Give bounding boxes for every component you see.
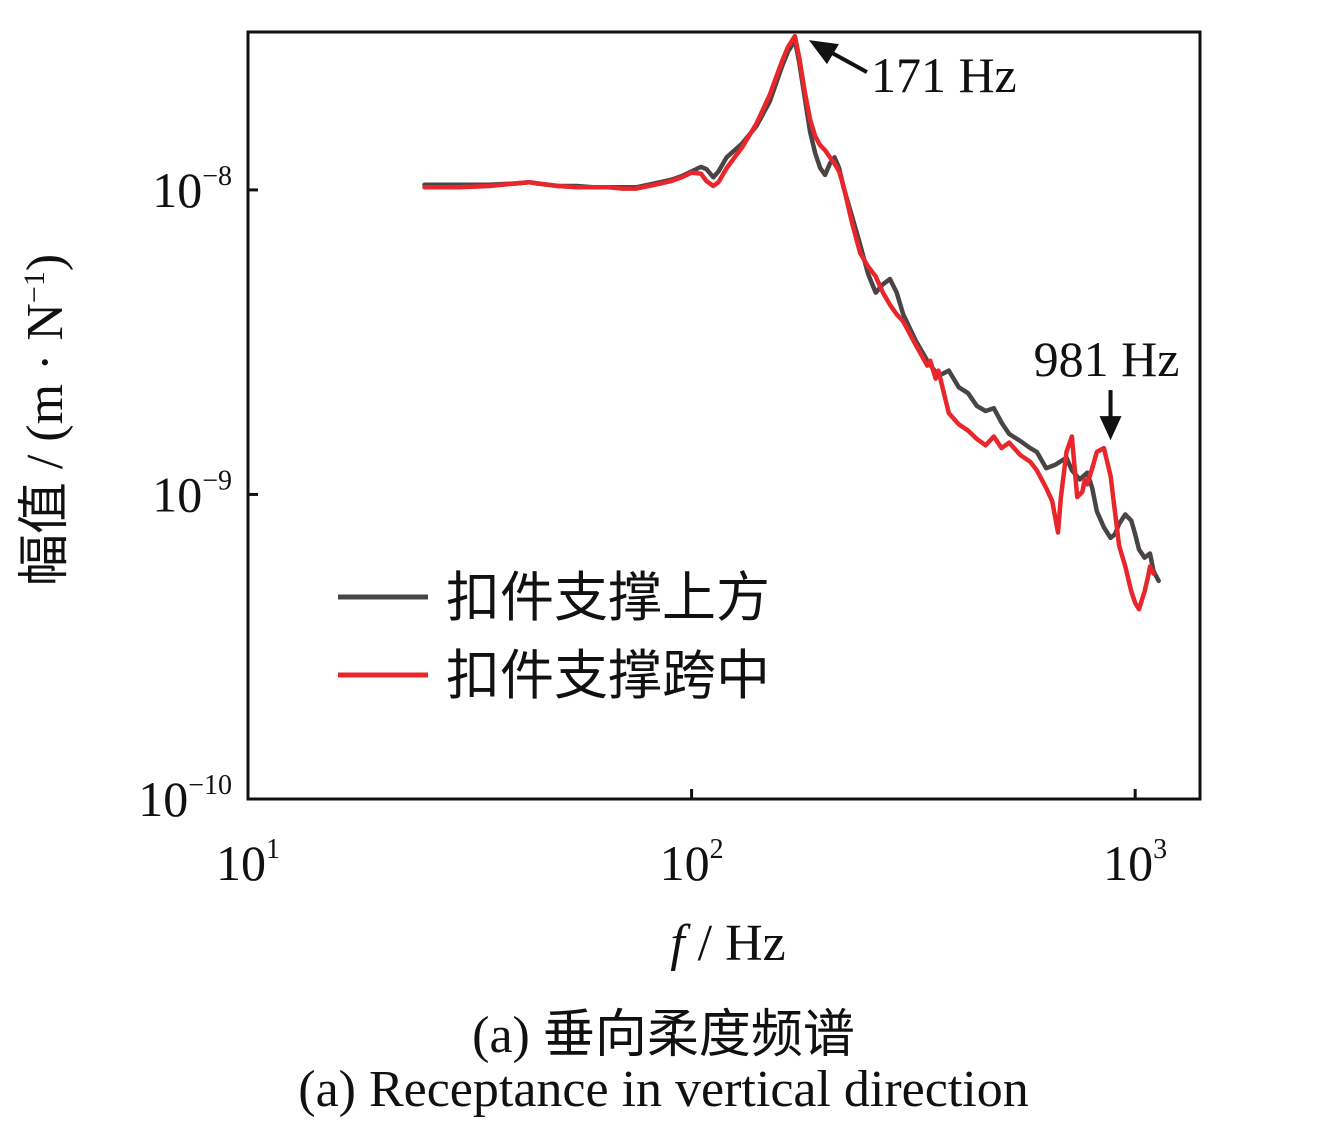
legend-label-mid: 扣件支撑跨中	[446, 646, 770, 706]
y-tick-label-0: 10−8	[152, 161, 232, 218]
series-line-mid	[422, 33, 1156, 612]
peak-171-arrow-head	[808, 40, 839, 65]
caption-english: (a) Receptance in vertical direction	[298, 1061, 1029, 1118]
receptance-chart: 101 102 103 10−8 10−9 10−10 171 Hz 981 Hz 扣件支…	[17, 30, 1202, 972]
caption-chinese: (a) 垂向柔度频谱	[472, 1007, 855, 1064]
plot-area	[422, 33, 1161, 612]
y-axis-title: 幅值 / (m · N−1)	[17, 254, 74, 586]
x-tick-label-0: 101	[216, 834, 280, 891]
plot-frame	[246, 30, 1202, 801]
y-tick-label-1: 10−9	[152, 465, 232, 522]
x-tick-label-1: 102	[660, 834, 724, 891]
x-tick-label-2: 103	[1103, 834, 1167, 891]
y-tick-label-2: 10−10	[138, 770, 232, 827]
y-axis-ticks: 10−8 10−9 10−10	[138, 161, 258, 827]
x-axis-title: f / Hz	[670, 915, 786, 972]
peak-981-label: 981 Hz	[1034, 331, 1180, 387]
peak-171-label: 171 Hz	[871, 47, 1017, 103]
x-axis-ticks: 101 102 103	[216, 789, 1167, 891]
peak-annotations: 171 Hz 981 Hz	[808, 40, 1180, 441]
peak-171-arrow-shaft	[825, 48, 868, 74]
series-line-above	[422, 38, 1161, 584]
peak-981-arrow-head	[1099, 416, 1122, 441]
legend-label-above: 扣件支撑上方	[446, 568, 770, 628]
